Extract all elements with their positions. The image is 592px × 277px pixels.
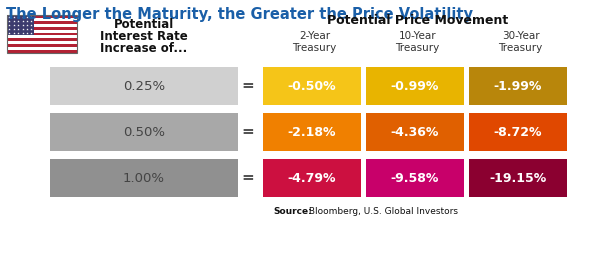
Text: =: = <box>242 124 255 140</box>
Text: 0.50%: 0.50% <box>123 125 165 138</box>
Text: -19.15%: -19.15% <box>490 171 546 184</box>
Text: -0.99%: -0.99% <box>391 79 439 93</box>
Text: -4.36%: -4.36% <box>391 125 439 138</box>
Text: Potential Price Movement: Potential Price Movement <box>327 14 508 27</box>
Bar <box>263 113 361 151</box>
Text: Increase of...: Increase of... <box>101 42 188 55</box>
Bar <box>7 35 77 39</box>
Text: 0.25%: 0.25% <box>123 79 165 93</box>
Bar <box>7 15 77 18</box>
Text: The Longer the Maturity, the Greater the Price Volatility: The Longer the Maturity, the Greater the… <box>6 7 473 22</box>
Bar <box>469 159 567 197</box>
Text: Treasury: Treasury <box>292 43 337 53</box>
Bar <box>263 159 361 197</box>
Text: -9.58%: -9.58% <box>391 171 439 184</box>
Bar <box>50 67 238 105</box>
Text: =: = <box>242 78 255 94</box>
Bar <box>366 113 464 151</box>
Bar <box>469 113 567 151</box>
Text: 30-Year: 30-Year <box>501 31 539 41</box>
Bar <box>7 24 77 27</box>
Bar <box>7 30 77 32</box>
Bar <box>7 21 77 24</box>
Bar <box>263 67 361 105</box>
Text: -4.79%: -4.79% <box>288 171 336 184</box>
Text: Treasury: Treasury <box>498 43 543 53</box>
Bar <box>7 15 34 35</box>
Bar <box>7 50 77 53</box>
Text: -8.72%: -8.72% <box>494 125 542 138</box>
Bar <box>7 32 77 35</box>
Text: -0.50%: -0.50% <box>288 79 336 93</box>
Bar <box>7 41 77 44</box>
Text: Bloomberg, U.S. Global Investors: Bloomberg, U.S. Global Investors <box>306 207 458 216</box>
Bar <box>7 47 77 50</box>
Text: Treasury: Treasury <box>395 43 440 53</box>
Bar <box>7 44 77 47</box>
Bar <box>469 67 567 105</box>
Bar <box>366 67 464 105</box>
Bar <box>7 27 77 30</box>
Text: 2-Year: 2-Year <box>299 31 330 41</box>
Text: =: = <box>242 171 255 186</box>
Bar <box>7 15 77 53</box>
Text: Source:: Source: <box>273 207 312 216</box>
Text: -2.18%: -2.18% <box>288 125 336 138</box>
Text: 10-Year: 10-Year <box>398 31 436 41</box>
Text: 1.00%: 1.00% <box>123 171 165 184</box>
Text: -1.99%: -1.99% <box>494 79 542 93</box>
Bar <box>50 113 238 151</box>
Bar <box>366 159 464 197</box>
Text: Interest Rate: Interest Rate <box>100 30 188 43</box>
Bar <box>7 18 77 21</box>
Bar <box>7 39 77 41</box>
Bar <box>50 159 238 197</box>
Text: Potential: Potential <box>114 18 174 31</box>
